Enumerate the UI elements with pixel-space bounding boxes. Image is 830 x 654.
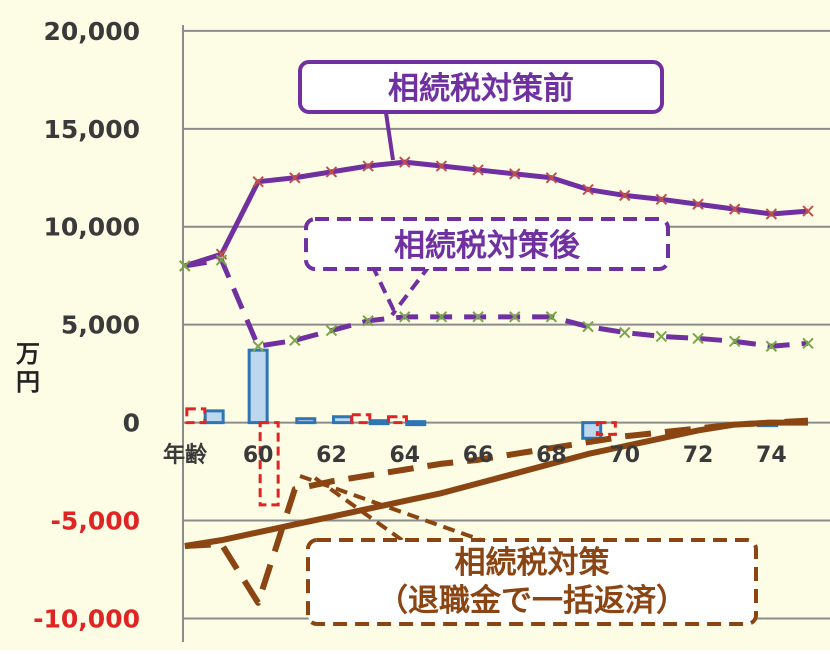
data-point	[435, 311, 448, 323]
data-point	[765, 340, 778, 352]
callout-box-before	[298, 60, 664, 114]
y-tick-label: 5,000	[61, 311, 140, 340]
callout-pointer	[370, 264, 398, 316]
data-point	[765, 208, 778, 220]
data-point	[435, 160, 448, 172]
y-tick-label: 10,000	[44, 213, 140, 242]
data-point	[325, 324, 338, 337]
y-tick-label: 0	[123, 409, 140, 438]
data-point	[802, 205, 814, 217]
bar	[331, 415, 353, 425]
data-point	[325, 166, 338, 178]
series-line	[184, 419, 809, 549]
data-point	[728, 203, 741, 215]
data-point	[692, 198, 704, 210]
data-point	[509, 168, 521, 180]
x-tick-label: 62	[316, 443, 347, 468]
callout-box-measure	[306, 538, 758, 626]
bar	[595, 421, 617, 436]
y-tick-label: 20,000	[44, 17, 140, 46]
bar	[386, 415, 408, 425]
x-tick-label: 68	[536, 443, 567, 468]
data-point	[399, 156, 411, 168]
bars	[185, 348, 779, 507]
bar	[405, 420, 427, 427]
data-point	[179, 260, 191, 272]
data-point	[362, 315, 374, 327]
data-point	[399, 311, 411, 323]
data-point	[472, 311, 484, 323]
data-point	[362, 160, 374, 172]
series-lines	[179, 156, 814, 606]
y-unit-char: 円	[16, 368, 40, 396]
x-tick-label: 64	[389, 443, 420, 468]
bar	[368, 419, 390, 426]
callout-pointer	[299, 474, 496, 547]
data-point	[545, 172, 558, 184]
callout-box-after	[304, 217, 670, 271]
y-tick-label: -5,000	[51, 507, 140, 536]
x-tick-label: 66	[463, 443, 494, 468]
callout-text-before: 相続税対策前	[388, 71, 574, 107]
data-point	[509, 311, 521, 323]
bar	[295, 417, 317, 425]
data-point	[692, 332, 704, 345]
data-point	[545, 311, 558, 323]
data-point	[728, 335, 741, 348]
data-point	[802, 337, 814, 350]
data-point	[655, 330, 668, 343]
data-point	[655, 193, 668, 206]
x-tick-label: 70	[609, 443, 640, 468]
bar	[247, 348, 269, 425]
y-axis: 20,000 15,000 10,000 5,000 0 -5,000 -10,000	[33, 17, 184, 642]
y-tick-label: 15,000	[44, 115, 140, 144]
x-axis-prefix: 年齢	[163, 442, 208, 468]
y-unit-char: 万	[16, 340, 40, 368]
callout-text-measure-detail: （退職金で一括返済）	[377, 583, 687, 619]
bar	[350, 413, 372, 425]
x-tick-label: 60	[243, 443, 274, 468]
callout-pointer	[390, 263, 432, 317]
y-tick-label: -10,000	[33, 604, 140, 633]
series-line	[184, 417, 809, 606]
data-point	[289, 172, 301, 184]
y-unit-label: 万円	[16, 340, 40, 396]
data-point	[582, 183, 594, 196]
series-line	[184, 257, 809, 349]
callout-text-after: 相続税対策後	[394, 228, 581, 264]
data-point	[252, 175, 264, 188]
bar	[258, 421, 280, 507]
data-point	[582, 320, 594, 333]
x-axis: 年齢 60 62 64 66 68 70 72 74	[163, 442, 787, 468]
data-point	[619, 189, 631, 202]
callout-text-measure: 相続税対策	[455, 545, 610, 581]
x-tick-label: 72	[683, 443, 714, 468]
series-line	[184, 159, 809, 269]
callout-pointer	[383, 105, 395, 161]
data-point	[215, 254, 228, 266]
data-point	[252, 340, 264, 352]
data-point	[289, 334, 301, 347]
data-point	[472, 164, 484, 176]
bar	[203, 409, 225, 425]
data-point	[619, 326, 631, 339]
x-tick-label: 74	[756, 443, 787, 468]
bar	[185, 407, 207, 425]
